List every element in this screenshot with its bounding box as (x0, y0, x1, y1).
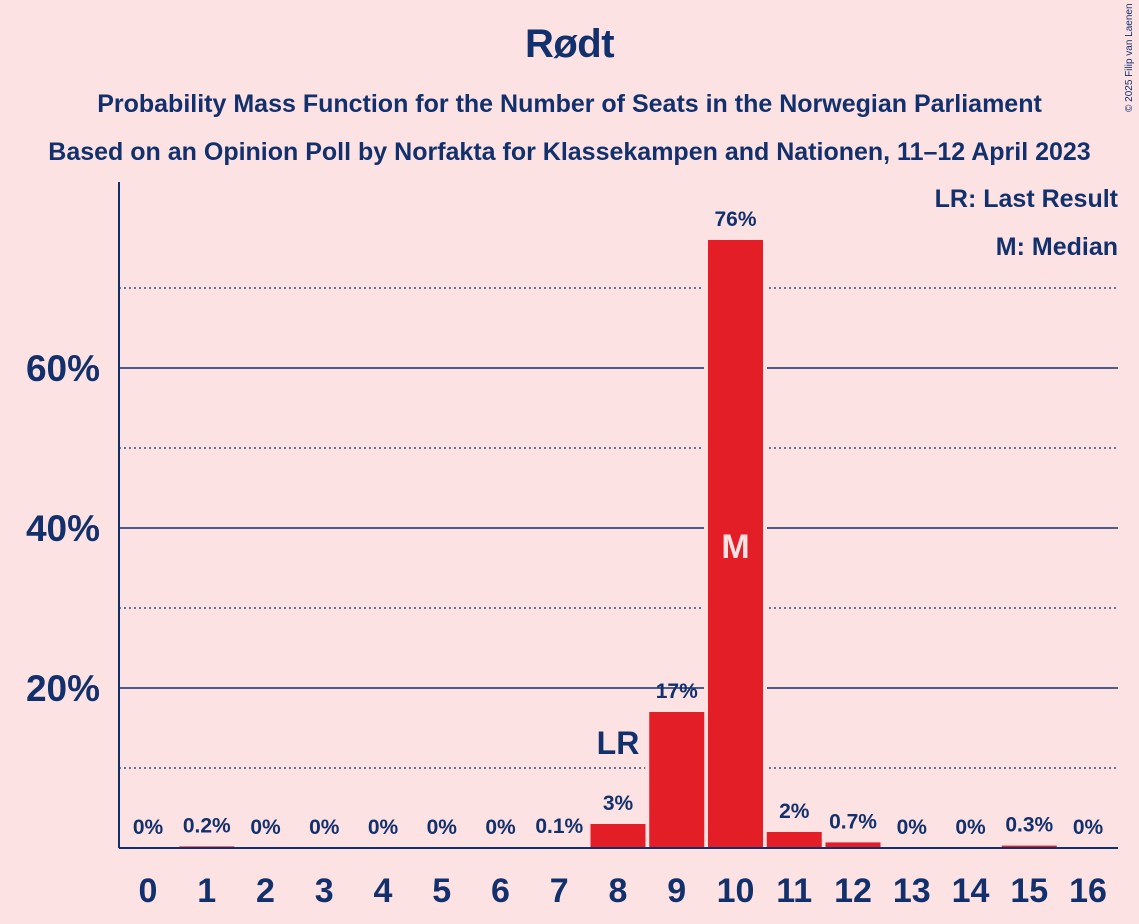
value-label: 0% (133, 816, 164, 839)
value-label: 0% (955, 816, 986, 839)
x-tick-label: 3 (315, 872, 334, 910)
x-tick-label: 12 (834, 872, 872, 910)
x-tick-label: 4 (374, 872, 393, 910)
value-label: 0% (309, 816, 340, 839)
x-tick-label: 10 (717, 872, 755, 910)
y-tick-label: 20% (26, 668, 100, 709)
legend-median: M: Median (995, 233, 1118, 261)
value-label: 76% (714, 208, 756, 231)
x-tick-label: 8 (609, 872, 628, 910)
bar-seat-11 (766, 832, 822, 848)
x-tick-label: 11 (776, 872, 812, 910)
bar-seat-9 (649, 712, 705, 848)
value-label: 0.7% (829, 810, 877, 833)
x-tick-label: 6 (491, 872, 510, 910)
x-tick-label: 7 (550, 872, 569, 910)
x-tick-label: 1 (197, 872, 216, 910)
x-tick-label: 14 (952, 872, 990, 910)
value-label: 0% (485, 816, 516, 839)
value-label: 2% (779, 800, 810, 823)
value-label: 0.2% (183, 814, 231, 837)
x-tick-label: 0 (139, 872, 158, 910)
value-label: 0.3% (1005, 814, 1053, 837)
last-result-marker: LR (597, 725, 640, 761)
x-tick-label: 16 (1069, 872, 1107, 910)
chart-title: Rødt (524, 22, 615, 66)
x-tick-label: 2 (256, 872, 275, 910)
bar-seat-15 (1001, 845, 1057, 848)
value-label: 17% (656, 680, 698, 703)
legend-last-result: LR: Last Result (934, 185, 1118, 213)
value-label: 0% (427, 816, 458, 839)
x-tick-label: 13 (893, 872, 931, 910)
bar-seat-12 (825, 842, 881, 848)
y-tick-label: 60% (26, 348, 100, 389)
chart-subtitle-poll: Based on an Opinion Poll by Norfakta for… (48, 138, 1091, 166)
chart-subtitle: Probability Mass Function for the Number… (97, 90, 1042, 118)
value-label: 0% (368, 816, 399, 839)
value-label: 0% (250, 816, 281, 839)
value-label: 0.1% (535, 815, 583, 838)
x-tick-label: 9 (667, 872, 686, 910)
bar-seat-8 (590, 824, 646, 848)
value-label: 0% (897, 816, 928, 839)
y-tick-label: 40% (26, 508, 100, 549)
bar-seat-10 (708, 240, 763, 848)
x-tick-label: 15 (1010, 872, 1048, 910)
value-label: 0% (1073, 816, 1104, 839)
median-marker: M (721, 528, 749, 566)
value-label: 3% (603, 792, 634, 815)
x-tick-label: 5 (432, 872, 451, 910)
